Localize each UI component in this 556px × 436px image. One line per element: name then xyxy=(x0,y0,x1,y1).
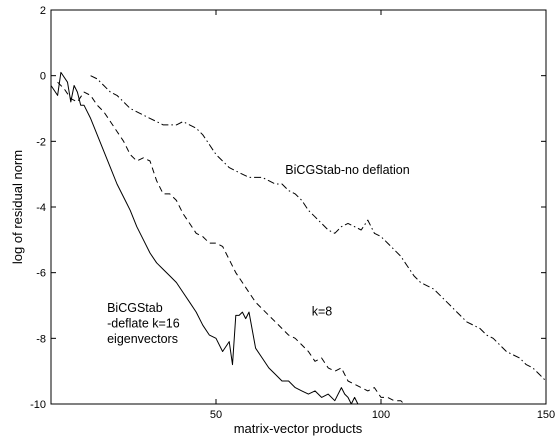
series-lines xyxy=(50,71,547,405)
axis-ticks xyxy=(51,9,547,405)
x-axis-title: matrix-vector products xyxy=(234,421,363,436)
y-tick-label: 2 xyxy=(40,5,46,17)
y-tick-label: -10 xyxy=(30,399,46,411)
tick-labels: 50 100 150 2 0 -2 -4 -6 -8 -10 xyxy=(30,5,555,421)
annotation-line: eigenvectors xyxy=(107,332,178,346)
x-tick-label: 100 xyxy=(372,409,390,421)
y-tick-label: -4 xyxy=(36,202,46,214)
annotation-line: -deflate k=16 xyxy=(107,317,180,331)
x-tick-label: 50 xyxy=(210,409,222,421)
annotation-k8: k=8 xyxy=(312,304,333,318)
annotation-no-deflation: BiCGStab-no deflation xyxy=(285,163,409,177)
series-line-dashed xyxy=(57,81,405,405)
y-tick-label: -8 xyxy=(36,333,46,345)
y-axis-title: log of residual norm xyxy=(10,150,25,264)
annotation-deflate16: BiCGStab -deflate k=16 eigenvectors xyxy=(107,301,180,346)
annotation-line: BiCGStab-no deflation xyxy=(285,163,409,177)
y-tick-label: -2 xyxy=(36,136,46,148)
y-tick-label: -6 xyxy=(36,268,46,280)
annotation-line: BiCGStab xyxy=(107,301,163,315)
series-annotations: BiCGStab-no deflation k=8 BiCGStab -deflate… xyxy=(107,163,410,346)
series-line-solid xyxy=(50,71,359,405)
y-tick-label: 0 xyxy=(40,71,46,83)
annotation-line: k=8 xyxy=(312,304,333,318)
x-tick-label: 150 xyxy=(537,409,555,421)
series-line-dashdot xyxy=(90,75,547,382)
